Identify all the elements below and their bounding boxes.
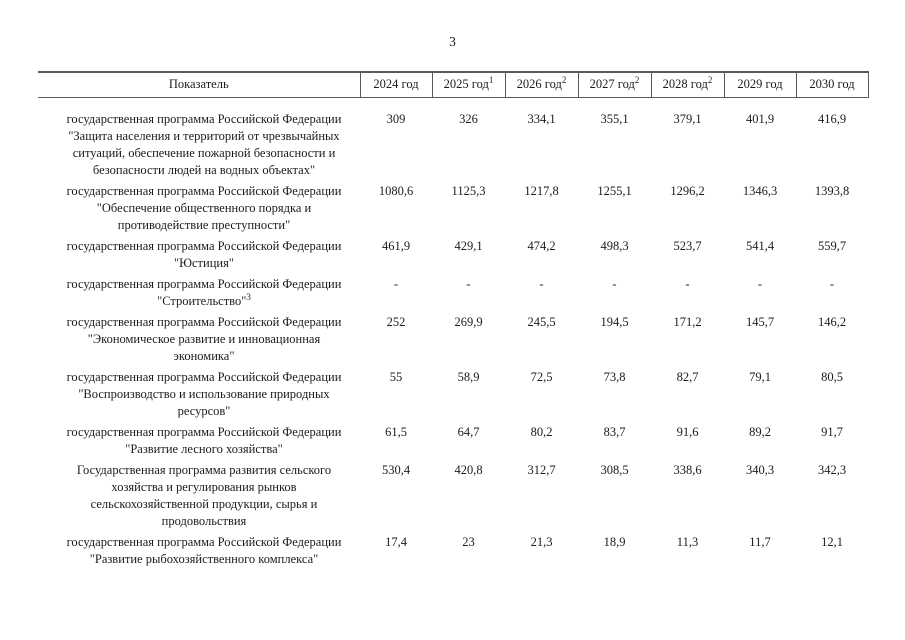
column-header-2027: 2027 год2 <box>577 71 651 98</box>
table-row: государственная программа Российской Фед… <box>38 179 868 234</box>
value-cell: 1255,1 <box>597 183 632 198</box>
value-cell: 12,1 <box>821 534 843 549</box>
footnote-mark: 3 <box>246 291 251 302</box>
table-header-row: Показатель 2024 год 2025 год1 2026 год2 … <box>38 71 869 98</box>
header-footnote-mark: 2 <box>561 75 567 86</box>
value-cell: 18,9 <box>603 534 626 549</box>
value-cell: 334,1 <box>527 111 556 126</box>
page-number: 3 <box>449 34 456 49</box>
value-cell: 80,2 <box>530 424 553 439</box>
value-cell: 420,8 <box>454 462 483 477</box>
column-header-2024: 2024 год <box>359 71 432 98</box>
value-cell: 58,9 <box>457 369 480 384</box>
program-name-cell: государственная программа Российской Фед… <box>66 534 342 566</box>
program-name-cell: государственная программа Российской Фед… <box>66 183 342 232</box>
value-cell: 1217,8 <box>524 183 559 198</box>
header-footnote-mark: 2 <box>707 75 713 86</box>
column-header-2028: 2028 год2 <box>650 71 724 98</box>
table-row: государственная программа Российской Фед… <box>38 234 868 272</box>
value-cell: 416,9 <box>817 111 847 126</box>
value-cell: 541,4 <box>745 238 775 253</box>
column-header-2030: 2030 год <box>795 71 869 98</box>
program-name-cell: государственная программа Российской Фед… <box>66 238 342 270</box>
value-cell: 79,1 <box>749 369 771 384</box>
program-name-cell: государственная программа Российской Фед… <box>66 276 342 308</box>
value-cell: 146,2 <box>817 314 847 329</box>
table-row: государственная программа Российской Фед… <box>38 420 868 458</box>
value-cell: 1393,8 <box>814 183 850 198</box>
table-row: Государственная программа развития сельс… <box>38 458 868 530</box>
value-cell: 23 <box>462 534 475 549</box>
header-footnote-mark: 2 <box>634 75 640 86</box>
value-cell: 64,7 <box>457 424 480 439</box>
value-cell: - <box>829 276 835 291</box>
value-cell: 308,5 <box>600 462 629 477</box>
value-cell: 429,1 <box>454 238 483 253</box>
value-cell: 245,5 <box>527 314 556 329</box>
value-cell: 269,9 <box>454 314 483 329</box>
value-cell: - <box>539 276 544 291</box>
value-cell: 61,5 <box>385 424 407 439</box>
program-name-cell: государственная программа Российской Фед… <box>66 424 342 456</box>
value-cell: 355,1 <box>600 111 629 126</box>
value-cell: - <box>685 276 690 291</box>
value-cell: 1346,3 <box>742 183 778 198</box>
value-cell: - <box>757 276 763 291</box>
table-row: государственная программа Российской Фед… <box>38 530 868 568</box>
value-cell: 338,6 <box>673 462 702 477</box>
value-cell: 474,2 <box>527 238 556 253</box>
column-header-indicator: Показатель <box>38 71 360 98</box>
program-name-cell: государственная программа Российской Фед… <box>66 314 342 363</box>
value-cell: 401,9 <box>745 111 775 126</box>
table-row: государственная программа Российской Фед… <box>38 365 868 420</box>
value-cell: 72,5 <box>530 369 553 384</box>
value-cell: 559,7 <box>817 238 847 253</box>
value-cell: 11,3 <box>676 534 699 549</box>
value-cell: 145,7 <box>745 314 775 329</box>
column-header-2025: 2025 год1 <box>431 71 505 98</box>
programs-budget-table: Показатель 2024 год 2025 год1 2026 год2 … <box>38 71 869 568</box>
value-cell: 89,2 <box>749 424 771 439</box>
header-footnote-mark: 1 <box>488 75 494 86</box>
column-header-2026: 2026 год2 <box>504 71 578 98</box>
value-cell: 55 <box>389 369 403 384</box>
value-cell: 73,8 <box>603 369 626 384</box>
value-cell: 523,7 <box>673 238 702 253</box>
table-row: государственная программа Российской Фед… <box>38 272 868 310</box>
table-row: государственная программа Российской Фед… <box>38 97 868 179</box>
value-cell: 194,5 <box>600 314 629 329</box>
value-cell: 83,7 <box>603 424 626 439</box>
value-cell: 11,7 <box>749 534 771 549</box>
value-cell: 17,4 <box>385 534 407 549</box>
value-cell: 91,7 <box>821 424 843 439</box>
value-cell: - <box>393 276 399 291</box>
value-cell: 340,3 <box>745 462 775 477</box>
value-cell: 82,7 <box>676 369 699 384</box>
value-cell: 252 <box>386 314 406 329</box>
value-cell: 461,9 <box>381 238 411 253</box>
value-cell: 21,3 <box>530 534 553 549</box>
column-header-2029: 2029 год <box>723 71 796 98</box>
value-cell: - <box>612 276 617 291</box>
value-cell: 91,6 <box>676 424 699 439</box>
program-name-cell: государственная программа Российской Фед… <box>66 111 342 177</box>
value-cell: 326 <box>459 111 478 126</box>
program-name-cell: Государственная программа развития сельс… <box>76 462 332 528</box>
value-cell: 171,2 <box>673 314 702 329</box>
value-cell: 80,5 <box>821 369 843 384</box>
value-cell: 1125,3 <box>451 183 486 198</box>
program-name-cell: государственная программа Российской Фед… <box>66 369 342 418</box>
table-row: государственная программа Российской Фед… <box>38 310 868 365</box>
value-cell: 530,4 <box>381 462 411 477</box>
value-cell: 1080,6 <box>378 183 414 198</box>
value-cell: 312,7 <box>527 462 556 477</box>
value-cell: 498,3 <box>600 238 629 253</box>
value-cell: - <box>466 276 471 291</box>
value-cell: 1296,2 <box>670 183 705 198</box>
value-cell: 309 <box>386 111 406 126</box>
value-cell: 342,3 <box>817 462 847 477</box>
value-cell: 379,1 <box>673 111 702 126</box>
